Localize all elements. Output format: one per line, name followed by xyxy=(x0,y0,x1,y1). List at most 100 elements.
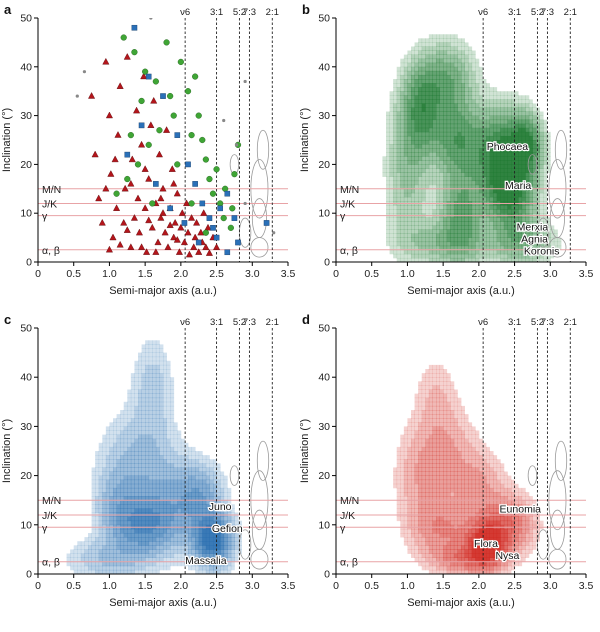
density-cell xyxy=(155,483,160,489)
density-cell xyxy=(155,496,160,501)
density-cell xyxy=(546,168,551,173)
density-cell xyxy=(453,487,458,493)
density-cell xyxy=(439,471,444,476)
density-cell xyxy=(453,401,458,407)
density-cell xyxy=(468,119,473,125)
density-cell xyxy=(428,221,433,226)
density-cell xyxy=(432,188,437,194)
density-cell xyxy=(407,237,412,243)
density-cell xyxy=(464,442,469,448)
density-cell xyxy=(503,229,508,234)
density-cell xyxy=(223,553,228,558)
density-cell xyxy=(411,414,415,419)
density-cell xyxy=(446,34,451,39)
density-cell xyxy=(109,463,114,468)
density-cell xyxy=(514,111,519,116)
density-cell xyxy=(141,442,146,448)
density-cell xyxy=(436,83,440,88)
density-cell xyxy=(141,405,146,411)
density-cell xyxy=(141,360,146,366)
density-cell xyxy=(443,148,448,153)
density-cell xyxy=(411,451,415,456)
density-cell xyxy=(461,528,465,534)
density-cell xyxy=(443,184,448,190)
density-cell xyxy=(464,95,469,100)
density-cell xyxy=(450,569,455,574)
density-cell xyxy=(145,487,150,493)
density-cell xyxy=(396,99,401,104)
density-cell xyxy=(209,459,214,464)
density-cell xyxy=(453,459,458,464)
density-cell xyxy=(525,217,530,222)
density-cell xyxy=(528,221,533,226)
density-cell xyxy=(188,561,192,567)
density-cell xyxy=(482,135,487,141)
density-cell xyxy=(428,446,433,452)
density-cell xyxy=(209,520,214,526)
density-cell xyxy=(518,196,523,202)
density-cell xyxy=(439,131,444,137)
density-cell xyxy=(446,209,451,214)
density-cell xyxy=(493,91,498,96)
density-cell xyxy=(432,99,437,104)
density-cell xyxy=(436,249,440,255)
density-cell xyxy=(543,237,548,243)
density-cell xyxy=(461,225,465,230)
density-cell xyxy=(223,500,228,505)
density-cell xyxy=(188,487,192,493)
density-cell xyxy=(418,487,423,493)
density-cell xyxy=(503,217,508,222)
density-cell xyxy=(138,500,142,505)
density-cell xyxy=(138,520,142,526)
density-cell xyxy=(414,66,419,72)
density-cell xyxy=(213,520,217,526)
density-cell xyxy=(475,229,480,234)
density-cell xyxy=(393,103,398,108)
density-cell xyxy=(386,152,390,157)
density-cell xyxy=(393,160,398,165)
density-cell xyxy=(407,196,412,202)
density-cell xyxy=(98,483,103,489)
density-cell xyxy=(396,196,401,202)
density-cell xyxy=(116,459,121,464)
density-cell xyxy=(471,135,476,141)
density-cell xyxy=(457,418,462,423)
density-cell xyxy=(396,192,401,198)
density-cell xyxy=(403,160,408,165)
density-cell xyxy=(400,160,405,165)
density-cell xyxy=(464,516,469,522)
density-cell xyxy=(464,557,469,563)
density-cell xyxy=(478,249,483,255)
density-cell xyxy=(468,205,473,210)
density-cell xyxy=(461,455,465,460)
density-cell xyxy=(432,140,437,145)
density-cell xyxy=(170,405,175,411)
density-cell xyxy=(127,446,132,452)
density-cell xyxy=(425,123,430,129)
density-cell xyxy=(152,549,157,554)
density-cell xyxy=(127,455,132,460)
density-cell xyxy=(130,528,135,534)
density-cell xyxy=(418,381,423,386)
scatter-point-circle xyxy=(149,200,156,207)
density-cell xyxy=(414,479,419,485)
density-cell xyxy=(428,385,433,390)
density-cell xyxy=(414,442,419,448)
density-cell xyxy=(468,148,473,153)
density-cell xyxy=(418,131,423,137)
density-cell xyxy=(170,487,175,493)
density-cell xyxy=(127,496,132,501)
density-cell xyxy=(536,135,540,141)
density-cell xyxy=(450,140,455,145)
density-cell xyxy=(482,192,487,198)
density-cell xyxy=(400,184,405,190)
density-cell xyxy=(130,483,135,489)
density-cell xyxy=(141,430,146,435)
density-cell xyxy=(521,115,526,121)
density-cell xyxy=(407,229,412,234)
density-cell xyxy=(450,549,455,554)
density-cell xyxy=(98,528,103,534)
density-cell xyxy=(400,148,405,153)
density-cell xyxy=(170,504,175,509)
density-cell xyxy=(130,459,135,464)
